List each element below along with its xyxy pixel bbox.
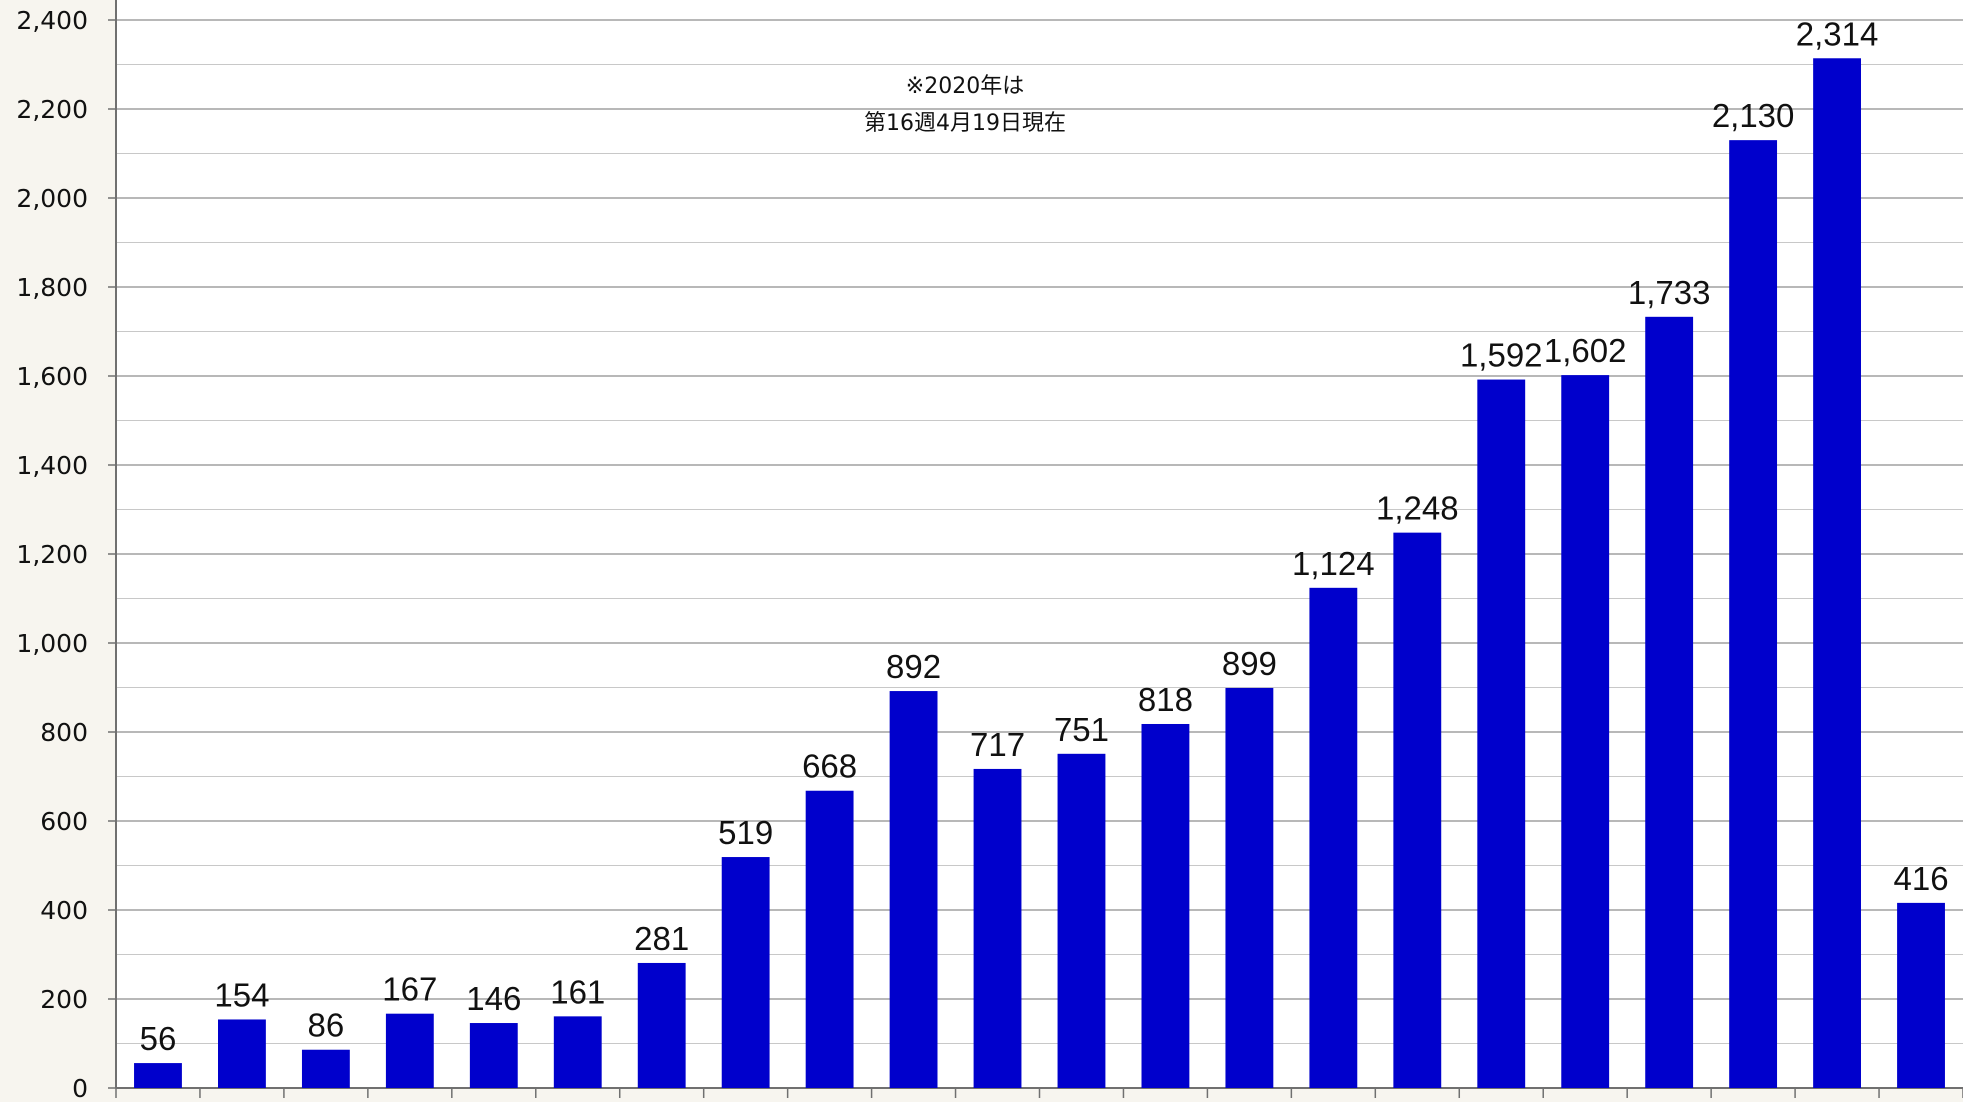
data-label: 1,733 <box>1628 274 1711 311</box>
annotation-line-2: 第16週4月19日現在 <box>864 111 1066 136</box>
data-label: 154 <box>214 976 269 1013</box>
data-label: 1,248 <box>1376 490 1459 527</box>
y-tick-label: 1,800 <box>16 273 88 302</box>
data-labels: 56 154 86 167 146 161 281 519 668 892 717 751 818 899… <box>140 15 1949 1057</box>
y-tick-label: 1,000 <box>16 629 88 658</box>
data-label: 668 <box>802 748 857 785</box>
bar <box>1645 316 1694 1088</box>
y-tick-label: 800 <box>40 718 88 747</box>
y-tick-label: 200 <box>40 985 88 1014</box>
y-tick-label: 1,400 <box>16 451 88 480</box>
data-label: 717 <box>970 726 1025 763</box>
data-label: 1,592 <box>1460 337 1543 374</box>
data-label: 2,314 <box>1796 15 1879 52</box>
bar <box>805 790 854 1088</box>
bar <box>134 1063 182 1088</box>
bar <box>1729 140 1778 1088</box>
bar <box>1141 723 1190 1088</box>
data-label: 161 <box>550 973 605 1010</box>
data-label: 56 <box>140 1020 177 1057</box>
data-label: 146 <box>466 980 521 1017</box>
bar <box>469 1023 518 1088</box>
bar <box>1057 753 1106 1088</box>
bar <box>1561 375 1610 1088</box>
data-label: 86 <box>308 1007 345 1044</box>
data-label-highlight: 416 <box>1893 860 1948 897</box>
annotation-line-1: ※2020年は <box>906 74 1024 99</box>
y-tick-label: 1,600 <box>16 362 88 391</box>
bars <box>134 58 1945 1088</box>
data-label: 899 <box>1222 645 1277 682</box>
data-label: 818 <box>1138 681 1193 718</box>
data-label: 751 <box>1054 711 1109 748</box>
y-tick-label: 600 <box>40 807 88 836</box>
data-label: 1,124 <box>1292 545 1375 582</box>
data-label: 519 <box>718 814 773 851</box>
data-label: 2,130 <box>1712 97 1795 134</box>
bar <box>218 1019 266 1088</box>
y-tick-labels: 0 200 400 600 800 1,000 1,200 1,400 1,600 1,800 2,… <box>16 6 88 1102</box>
y-tick-label: 1,200 <box>16 540 88 569</box>
bar <box>385 1013 434 1088</box>
y-tick-label: 2,000 <box>16 184 88 213</box>
data-label: 892 <box>886 648 941 685</box>
y-tick-label: 2,400 <box>16 6 88 35</box>
bar <box>637 962 686 1088</box>
y-tick-label: 0 <box>72 1074 88 1102</box>
bar <box>1393 532 1442 1088</box>
bar <box>1477 379 1526 1088</box>
data-label: 281 <box>634 920 689 957</box>
bar <box>1309 587 1358 1088</box>
bar <box>301 1049 350 1088</box>
bar <box>889 691 938 1088</box>
bar <box>1225 687 1274 1088</box>
bar <box>1813 58 1861 1088</box>
bar <box>553 1016 602 1088</box>
y-tick-label: 400 <box>40 896 88 925</box>
data-label: 1,602 <box>1544 332 1627 369</box>
bar <box>1897 902 1945 1088</box>
y-tick-label: 2,200 <box>16 95 88 124</box>
data-label: 167 <box>382 971 437 1008</box>
bar <box>973 768 1022 1088</box>
bar <box>721 857 770 1088</box>
